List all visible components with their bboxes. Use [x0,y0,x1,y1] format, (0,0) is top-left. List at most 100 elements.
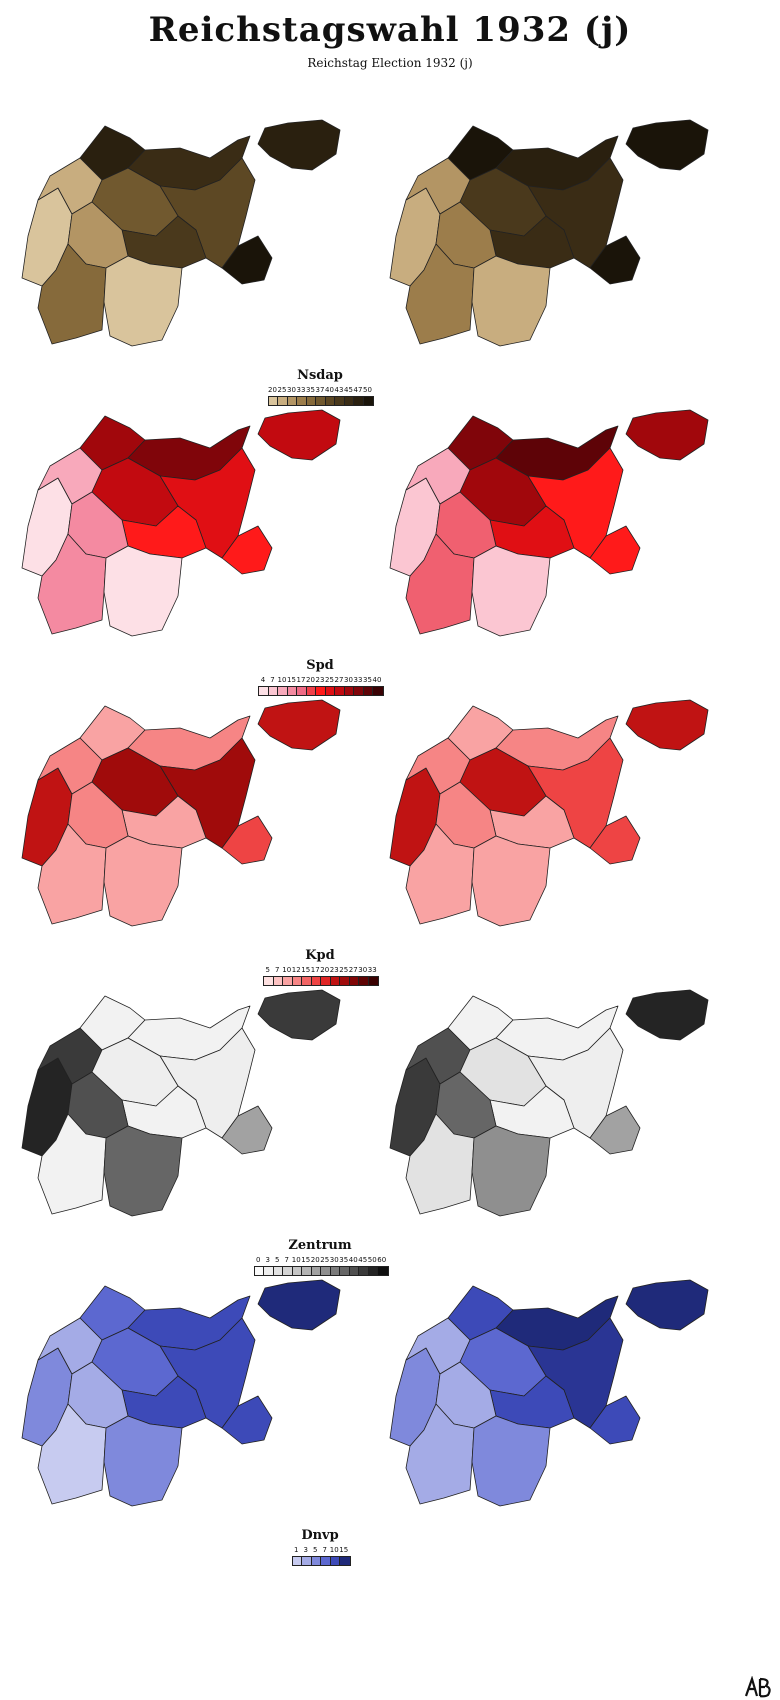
legend-swatch [287,397,298,405]
kpd-legend-ticks: 5 7 10 12 15 17 20 23 25 27 30 33 [263,966,377,974]
kpd-map-svg [21,699,341,927]
legend-tick-label: 25 [320,1256,330,1264]
legend-tick-label: 20 [310,1256,320,1264]
page-subtitle: Reichstag Election 1932 (j) [307,56,473,70]
legend-swatch [321,977,331,985]
legend-swatch [368,1267,378,1275]
dnvp-map-right [378,1278,738,1558]
legend-swatch [363,397,374,405]
legend-swatch [302,1267,312,1275]
kpd-map-right [378,698,738,978]
legend-tick-label: 27 [334,676,344,684]
legend-tick-label: 12 [291,966,301,974]
map-region [625,989,709,1041]
legend-swatch [330,1267,340,1275]
zentrum-map-right [378,988,738,1268]
map-region [221,235,273,285]
legend-tick-label: 10 [329,1546,339,1554]
nsdap-legend-ticks: 20 25 30 33 35 37 40 43 45 47 50 [268,386,373,394]
legend-tick-label: 5 [313,1546,318,1554]
legend-tick-label: 23 [315,676,325,684]
map-region [221,815,273,865]
zentrum-map-svg [389,989,709,1217]
legend-swatch [330,1557,340,1565]
legend-tick-label: 30 [344,676,353,684]
map-region [471,255,551,347]
nsdap-legend-bar [267,396,375,406]
map-region [221,1395,273,1445]
dnvp-map-left [10,1278,370,1558]
legend-tick-label: 3 [303,1546,308,1554]
dnvp-legend: Dnvp 1 3 5 7 10 15 [291,1528,351,1570]
legend-swatch [321,1267,331,1275]
legend-swatch [335,687,345,695]
map-region [103,545,183,637]
legend-tick-label: 0 [256,1256,261,1264]
legend-swatch [340,1557,350,1565]
map-region [103,1415,183,1507]
legend-swatch [368,977,378,985]
legend-tick-label: 10 [277,676,287,684]
zentrum-legend-ticks: 0 3 5 7 10 15 20 25 30 35 40 45 50 60 [254,1256,387,1264]
legend-tick-label: 17 [296,676,306,684]
legend-swatch [287,687,298,695]
zentrum-map-left [10,988,370,1268]
map-region [589,525,641,575]
map-region [625,1279,709,1331]
zentrum-legend-title: Zentrum [288,1238,352,1253]
legend-swatch [283,1267,293,1275]
legend-swatch [264,977,274,985]
map-region [257,699,341,751]
legend-tick-label: 4 [260,676,266,684]
dnvp-legend-ticks: 1 3 5 7 10 15 [292,1546,349,1554]
nsdap-map-right [378,118,738,398]
legend-tick-label: 43 [334,386,344,394]
legend-tick-label: 25 [277,386,287,394]
spd-map-right [378,408,738,688]
map-region [471,545,551,637]
legend-swatch [354,397,364,405]
legend-tick-label: 35 [306,386,315,394]
legend-tick-label: 25 [325,676,334,684]
legend-tick-label: 50 [367,1256,377,1264]
legend-tick-label: 60 [377,1256,387,1264]
zentrum-map-svg [21,989,341,1217]
map-region [257,409,341,461]
legend-swatch [273,1267,283,1275]
kpd-legend: Kpd 5 7 10 12 15 17 20 23 25 27 30 33 [263,948,379,990]
zentrum-legend: Zentrum 0 3 5 7 10 15 20 25 30 35 40 45 50 60 [253,1238,389,1280]
map-region [103,255,183,347]
legend-swatch [325,687,336,695]
legend-swatch [378,1267,388,1275]
legend-swatch [254,1267,264,1275]
nsdap-legend-title: Nsdap [297,368,343,383]
legend-tick-label: 20 [268,386,277,394]
legend-swatch [292,1557,302,1565]
legend-swatch [306,397,317,405]
legend-tick-label: 7 [275,966,280,974]
legend-tick-label: 5 [275,1256,280,1264]
legend-tick-label: 3 [265,1256,270,1264]
map-region [589,815,641,865]
legend-tick-label: 25 [339,966,349,974]
legend-swatch [349,977,359,985]
legend-swatch [359,977,369,985]
legend-swatch [349,1267,359,1275]
zentrum-legend-bar [253,1266,389,1276]
legend-tick-label: 5 [265,966,270,974]
legend-tick-label: 20 [320,966,330,974]
legend-swatch [297,397,307,405]
legend-swatch [316,687,326,695]
legend-swatch [297,687,307,695]
legend-swatch [278,397,288,405]
map-region [625,119,709,171]
spd-map-svg [21,409,341,637]
map-region [103,1125,183,1217]
legend-tick-label: 35 [363,676,372,684]
legend-swatch [259,687,269,695]
legend-swatch [283,977,293,985]
legend-tick-label: 10 [291,1256,301,1264]
legend-tick-label: 15 [301,1256,311,1264]
legend-tick-label: 50 [363,386,372,394]
legend-tick-label: 40 [325,386,334,394]
